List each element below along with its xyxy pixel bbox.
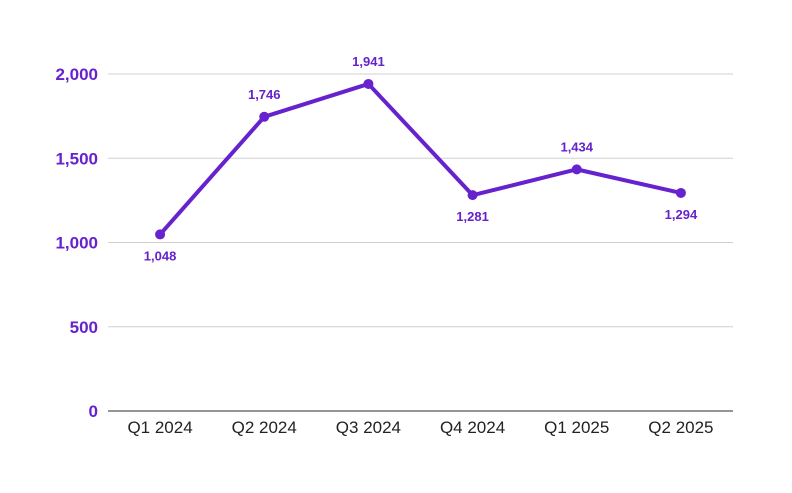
data-label: 1,048 [144, 248, 177, 263]
x-tick-label: Q3 2024 [336, 418, 401, 437]
x-tick-label: Q4 2024 [440, 418, 505, 437]
y-tick-label: 0 [89, 402, 98, 421]
x-tick-label: Q1 2024 [127, 418, 192, 437]
x-tick-label: Q2 2025 [648, 418, 713, 437]
y-tick-label: 1,000 [55, 234, 98, 253]
x-axis-tick-labels: Q1 2024 Q2 2024 Q3 2024 Q4 2024 Q1 2025 Q2 20… [127, 418, 713, 437]
x-tick-label: Q2 2024 [232, 418, 297, 437]
data-label: 1,746 [248, 87, 281, 102]
data-label: 1,281 [456, 209, 489, 224]
data-label: 1,941 [352, 54, 385, 69]
data-labels: 1,048 1,746 1,941 1,281 1,434 1,294 [144, 54, 698, 263]
series-line [158, 81, 683, 237]
y-tick-label: 500 [70, 318, 98, 337]
data-point [155, 229, 166, 240]
data-label: 1,294 [665, 207, 698, 222]
data-label: 1,434 [560, 139, 593, 154]
data-point [675, 187, 686, 198]
x-tick-label: Q1 2025 [544, 418, 609, 437]
y-tick-label: 2,000 [55, 65, 98, 84]
data-point [467, 190, 478, 201]
y-tick-label: 1,500 [55, 149, 98, 168]
data-point [363, 78, 374, 89]
data-points [155, 78, 686, 240]
series-line-group [158, 81, 683, 237]
y-axis-tick-labels: 0 500 1,000 1,500 2,000 [55, 65, 98, 421]
data-point [259, 111, 270, 122]
gridlines [108, 73, 733, 412]
data-point [571, 164, 582, 175]
